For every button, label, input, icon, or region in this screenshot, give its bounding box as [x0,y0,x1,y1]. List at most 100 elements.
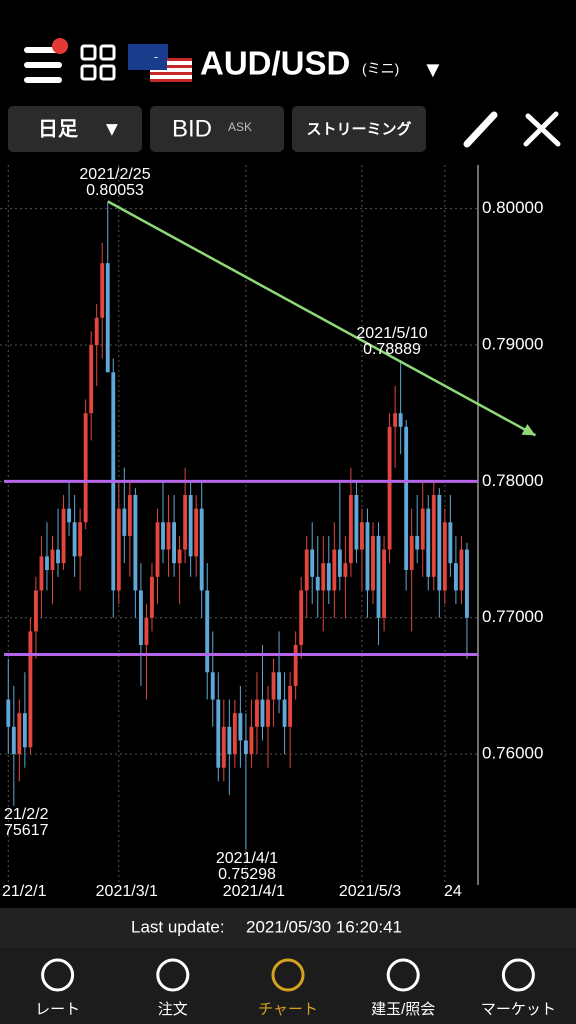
candle-body [216,699,221,768]
price-type-button[interactable] [150,106,284,152]
tab[interactable]: レート [35,958,80,1018]
candle-body [122,508,127,536]
candle-body [105,263,110,373]
flags [128,44,192,82]
candle-body [453,563,458,591]
annotation: 75617 [4,822,49,839]
candle-body [172,522,177,564]
settings-tool[interactable] [523,111,561,147]
candle-body [89,345,94,414]
menu-button[interactable] [24,38,68,83]
y-tick-label: 0.80000 [482,198,543,217]
candle-body [398,413,403,427]
annotation: 2021/4/1 [216,850,278,867]
tab[interactable]: チャート [258,958,318,1018]
pair-dropdown[interactable]: ▼ [422,57,444,82]
candle-body [94,317,99,345]
candle-body [282,699,287,727]
candle-body [426,508,431,577]
menu-bar [24,62,62,68]
candle-body [17,713,22,755]
candle-body [266,699,270,727]
candle-body [332,549,337,591]
flag-stripe [150,58,192,61]
annotation: 2021/2/25 [79,166,150,183]
flag-stripe [150,72,192,75]
candle-body [249,726,254,755]
chart: 0.76000 0.77000 0.78000 0.79000 0.80000 21/2/… [0,165,543,900]
candle-body [161,522,165,550]
candle-body [437,495,442,591]
tab-icon [501,958,535,992]
draw-tool[interactable] [463,111,498,148]
candle-body [382,549,386,618]
candle-body [127,495,132,536]
pair-suffix: (ミニ) [362,61,399,77]
y-tick-label: 0.76000 [482,744,543,763]
x-tick-label: 2021/3/1 [96,883,158,900]
candle-body [61,508,66,564]
tab[interactable]: マーケット [481,958,556,1018]
candle-body [67,508,72,523]
candle-body [78,522,83,557]
candle-body [155,522,160,577]
candle-body [133,495,138,591]
status-time: 2021/05/30 16:20:41 [246,917,402,936]
candle-body [321,563,326,591]
tab[interactable]: 建玉/照会 [371,958,435,1018]
candle-body [33,590,38,632]
annotation: 2021/5/10 [356,325,427,342]
annotation: 0.80053 [86,182,144,199]
candle-body [293,645,298,686]
candle-body [326,563,331,591]
candle-body [6,699,11,727]
flag-stripe [150,65,192,68]
tabs: レート 注文 チャート 建玉/照会 マーケット [35,958,556,1018]
candle-body [227,726,232,755]
streaming-label: ストリーミング [306,120,411,138]
trend-arrow [521,424,536,436]
candle-body [205,590,210,673]
x-tick-label: 2021/5/3 [339,883,401,900]
bid-label: BID [172,115,212,142]
pair-name[interactable]: AUD/USD [200,45,350,82]
candle-body [72,522,77,557]
candle-body [45,556,49,570]
candle-body [354,495,359,550]
candle-body [199,508,204,591]
period-button[interactable] [8,106,142,152]
candle-body [277,672,281,700]
candle-body [177,549,182,564]
badge [52,38,68,54]
candle-body [260,699,265,727]
candle-body [448,522,453,564]
tab-label: マーケット [481,1001,556,1018]
tab-label: レート [35,1001,80,1018]
menu-bar [24,77,62,83]
tab-label: チャート [258,1001,318,1018]
grid-button[interactable] [80,44,116,81]
candle-body [255,699,259,727]
candle-body [11,726,16,755]
candle-body [210,672,215,700]
period-label: 日足 [38,118,79,140]
candle-body [194,508,199,557]
flag-stripe [150,79,192,82]
candle-body [459,549,464,591]
tab-icon [41,958,75,992]
candle-body [304,549,309,591]
trend-line [107,200,537,437]
candle-body [39,556,44,591]
candle-body [409,535,414,570]
annotation: 0.78889 [363,341,421,358]
flag-canton [150,58,167,70]
candle-body [348,495,353,564]
streaming-button[interactable] [292,106,426,152]
annotation: 0.75298 [218,866,276,883]
tab[interactable]: 注文 [156,958,190,1018]
candle-body [337,549,342,577]
candle-body [393,413,398,427]
ask-label: ASK [228,120,252,134]
